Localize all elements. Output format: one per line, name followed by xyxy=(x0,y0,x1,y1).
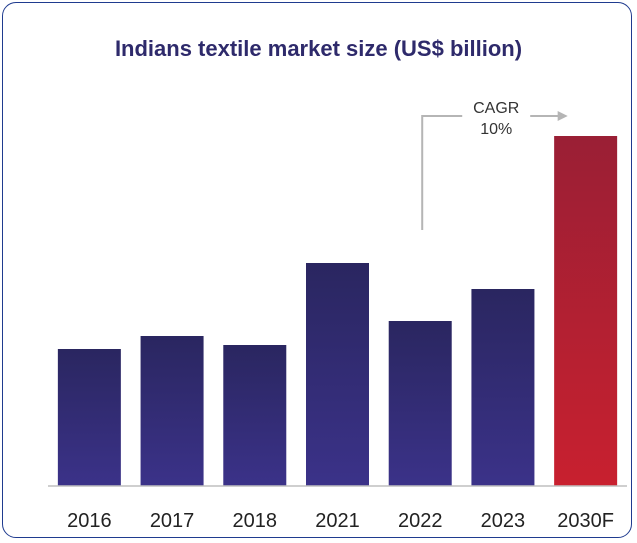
cagr-arrow xyxy=(421,116,565,230)
chart-title: Indians textile market size (US$ billion… xyxy=(114,36,523,61)
bar-2017 xyxy=(140,336,204,486)
x-tick-label: 2016 xyxy=(67,510,112,532)
x-tick-label: 2023 xyxy=(481,510,526,532)
x-tick-label: 2022 xyxy=(398,510,443,532)
cagr-annotation: CAGR 10% xyxy=(421,100,565,230)
bar-2021 xyxy=(306,263,369,486)
x-tick-label: 2030F xyxy=(557,510,614,532)
bar-2030F xyxy=(554,136,618,486)
x-tick-label: 2017 xyxy=(150,510,195,532)
cagr-label: CAGR xyxy=(473,100,519,117)
x-tick-label: 2018 xyxy=(233,510,278,532)
bar-2022 xyxy=(388,321,452,486)
cagr-value: 10% xyxy=(480,121,512,138)
x-tick-label: 2021 xyxy=(315,510,360,532)
bar-2016 xyxy=(57,349,121,486)
bar-2023 xyxy=(471,289,535,486)
bar-2018 xyxy=(223,345,287,486)
